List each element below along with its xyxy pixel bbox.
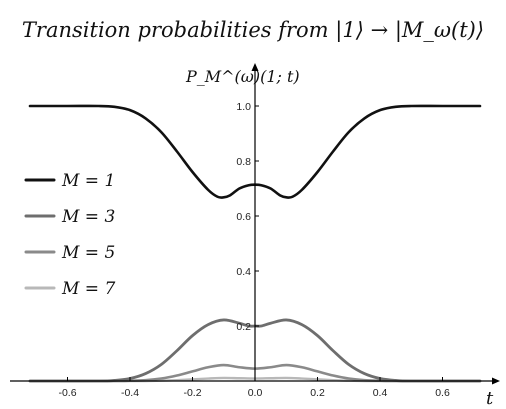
x-tick-label: 0.6 (435, 387, 450, 399)
y-tick-label: 0.6 (236, 211, 251, 223)
y-axis-label: P_M^(ω)(1; t) (185, 67, 300, 86)
x-axis-arrow (492, 377, 500, 385)
legend: M = 1 M = 3 M = 5 M = 7 (24, 171, 115, 299)
x-tick-label: 0.2 (310, 387, 325, 399)
chart-title: Transition probabilities from |1⟩ → |M_ω… (22, 18, 484, 43)
y-ticks: 0.2 0.4 0.6 0.8 1.0 (236, 101, 259, 333)
legend-label: M = 3 (61, 207, 115, 227)
legend-label: M = 5 (61, 243, 115, 263)
x-tick-label: -0.4 (121, 387, 139, 399)
x-tick-label: -0.6 (58, 387, 76, 399)
y-tick-label: 0.2 (236, 321, 251, 333)
x-tick-label: -0.2 (183, 387, 201, 399)
y-axis-arrow (251, 63, 259, 71)
x-axis-label: t (486, 388, 494, 409)
x-ticks: -0.6 -0.4 -0.2 0.0 0.2 0.4 0.6 (58, 377, 450, 399)
y-tick-label: 1.0 (236, 101, 251, 113)
y-tick-label: 0.4 (236, 266, 251, 278)
x-tick-label: 0.4 (373, 387, 388, 399)
x-tick-label: 0.0 (248, 387, 263, 399)
y-tick-label: 0.8 (236, 156, 251, 168)
legend-label: M = 1 (61, 171, 115, 191)
legend-label: M = 7 (61, 279, 115, 299)
y-axis-label-text: P_M^(ω)(1; t) (185, 67, 300, 86)
